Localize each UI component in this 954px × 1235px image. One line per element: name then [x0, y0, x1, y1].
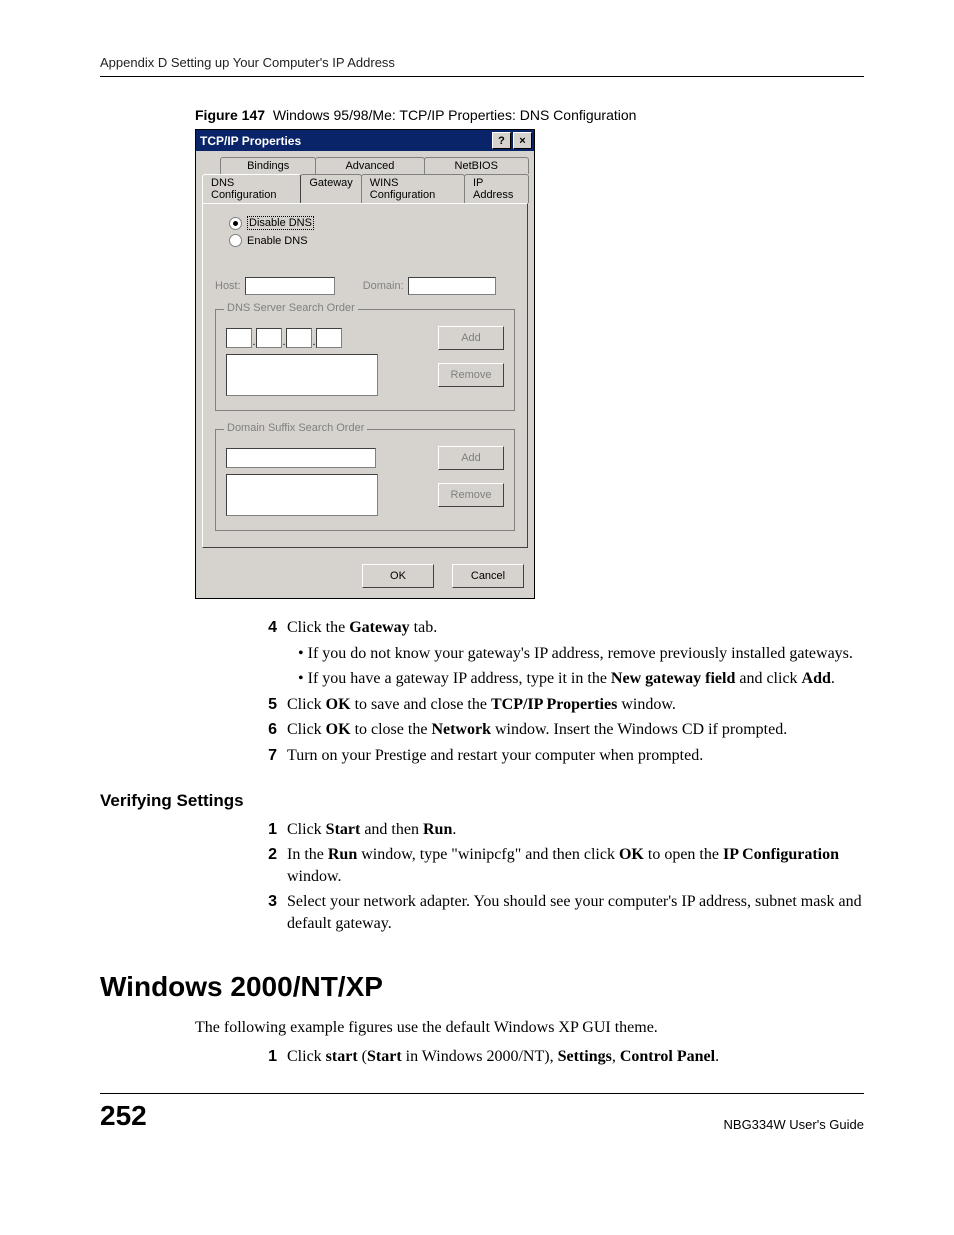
host-label: Host: — [215, 280, 241, 292]
tab-gateway[interactable]: Gateway — [300, 174, 361, 203]
windows-2000-nt-xp-heading: Windows 2000/NT/XP — [100, 971, 864, 1003]
figure-text: Windows 95/98/Me: TCP/IP Properties: DNS… — [273, 107, 637, 123]
bullet-item: If you have a gateway IP address, type i… — [298, 668, 864, 690]
step-5: 5 Click OK to save and close the TCP/IP … — [255, 694, 864, 716]
tab-netbios[interactable]: NetBIOS — [424, 157, 529, 174]
suffix-remove-button[interactable]: Remove — [438, 483, 504, 507]
dns-search-order-label: DNS Server Search Order — [224, 302, 358, 314]
figure-label: Figure 147 — [195, 107, 265, 123]
dns-ip-input[interactable]: ... — [226, 328, 342, 348]
dns-add-button[interactable]: Add — [438, 326, 504, 350]
tcpip-properties-dialog: TCP/IP Properties ? × Bindings Advanced … — [195, 129, 535, 599]
suffix-add-button[interactable]: Add — [438, 446, 504, 470]
host-input[interactable] — [245, 277, 335, 295]
radio-enable-dns[interactable] — [229, 234, 242, 247]
xp-step-1: 1 Click start (Start in Windows 2000/NT)… — [255, 1046, 864, 1068]
cancel-button[interactable]: Cancel — [452, 564, 524, 588]
step-7: 7 Turn on your Prestige and restart your… — [255, 745, 864, 767]
verify-step-2: 2 In the Run window, type "winipcfg" and… — [255, 844, 864, 887]
tab-dns-configuration[interactable]: DNS Configuration — [202, 174, 301, 203]
bullet-item: If you do not know your gateway's IP add… — [298, 643, 864, 665]
step-num: 4 — [255, 617, 277, 639]
domain-suffix-label: Domain Suffix Search Order — [224, 422, 367, 434]
suffix-list[interactable] — [226, 474, 378, 516]
tab-advanced[interactable]: Advanced — [315, 157, 424, 174]
tab-wins-configuration[interactable]: WINS Configuration — [361, 174, 465, 203]
figure-caption: Figure 147 Windows 95/98/Me: TCP/IP Prop… — [195, 107, 864, 123]
tab-ip-address[interactable]: IP Address — [464, 174, 529, 203]
dns-remove-button[interactable]: Remove — [438, 363, 504, 387]
verifying-settings-heading: Verifying Settings — [100, 791, 864, 811]
step-4: 4 Click the Gateway tab. — [255, 617, 864, 639]
radio-enable-dns-label: Enable DNS — [247, 235, 308, 247]
radio-disable-dns[interactable] — [229, 217, 242, 230]
page-footer: 252 NBG334W User's Guide — [100, 1093, 864, 1132]
suffix-input[interactable] — [226, 448, 376, 468]
page-header: Appendix D Setting up Your Computer's IP… — [100, 55, 864, 77]
ok-button[interactable]: OK — [362, 564, 434, 588]
close-button[interactable]: × — [513, 132, 532, 149]
domain-input[interactable] — [408, 277, 496, 295]
intro-paragraph: The following example figures use the de… — [195, 1017, 864, 1039]
domain-label: Domain: — [363, 280, 404, 292]
step-6: 6 Click OK to close the Network window. … — [255, 719, 864, 741]
dns-config-panel: Disable DNS Enable DNS Host: Domain: — [202, 203, 528, 548]
tab-bindings[interactable]: Bindings — [220, 157, 316, 174]
guide-name: NBG334W User's Guide — [724, 1117, 864, 1132]
radio-disable-dns-label: Disable DNS — [247, 216, 314, 230]
help-button[interactable]: ? — [492, 132, 511, 149]
verify-step-1: 1 Click Start and then Run. — [255, 819, 864, 841]
dns-server-list[interactable] — [226, 354, 378, 396]
dialog-titlebar: TCP/IP Properties ? × — [196, 130, 534, 151]
page-number: 252 — [100, 1100, 147, 1132]
dialog-title: TCP/IP Properties — [200, 134, 490, 148]
verify-step-3: 3 Select your network adapter. You shoul… — [255, 891, 864, 934]
